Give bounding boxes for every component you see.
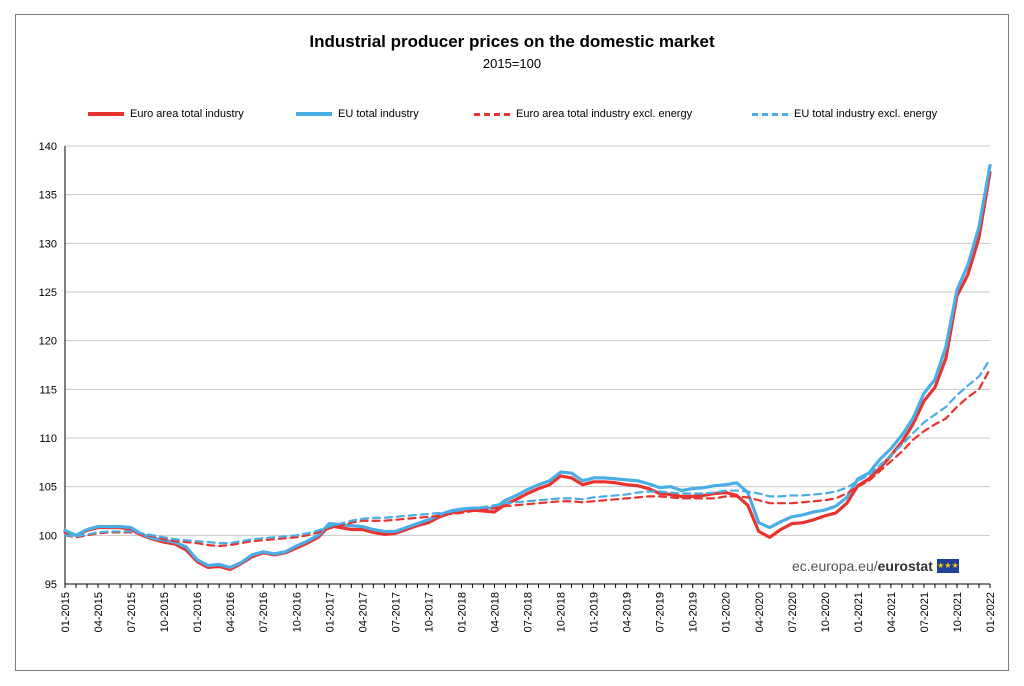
x-tick-label: 01-2022: [985, 592, 997, 632]
x-tick-label: 04-2017: [357, 592, 369, 632]
legend-label: Euro area total industry: [130, 108, 244, 120]
chart-title: Industrial producer prices on the domest…: [309, 32, 715, 51]
y-tick-label: 120: [39, 336, 57, 348]
watermark-prefix: ec.europa.eu/: [792, 558, 878, 574]
x-tick-label: 10-2019: [688, 592, 700, 632]
x-axis: 01-2015 04-2015 07-2015 10-2015 01-2016 04-20…: [60, 583, 997, 632]
x-tick-label: 01-2018: [456, 592, 468, 632]
y-tick-label: 110: [39, 433, 57, 445]
x-tick-label: 04-2016: [225, 592, 237, 632]
chart-subtitle: 2015=100: [482, 56, 542, 71]
x-tick-label: 07-2019: [655, 592, 667, 632]
x-tick-label: 01-2021: [853, 592, 865, 632]
x-tick-label: 07-2018: [523, 592, 535, 632]
series-line-4: [63, 358, 992, 545]
y-tick-label: 115: [39, 384, 57, 396]
legend-swatch: [88, 112, 124, 116]
x-tick-label: 01-2015: [60, 592, 72, 632]
x-tick-label: 07-2017: [390, 592, 402, 632]
eu-flag-icon: ★★★: [936, 559, 959, 573]
x-tick-label: 10-2015: [159, 592, 171, 632]
legend-item-eu-total: EU total industry: [296, 108, 419, 120]
x-tick-label: 04-2018: [489, 592, 501, 632]
legend-swatch: [296, 112, 332, 116]
y-tick-label: 105: [39, 482, 57, 494]
grid-lines: [65, 145, 990, 585]
legend-label: EU total industry excl. energy: [794, 108, 938, 120]
legend-swatch: [474, 112, 510, 116]
legend-item-euro-area-total: Euro area total industry: [88, 108, 244, 120]
eurostat-watermark: ec.europa.eu/eurostat ★★★: [792, 558, 959, 574]
series-line-1: [63, 170, 992, 572]
x-tick-label: 10-2018: [556, 592, 568, 632]
series-line-3: [63, 367, 992, 548]
x-tick-label: 01-2020: [721, 592, 733, 632]
chart-frame: [15, 14, 1009, 671]
x-tick-label: 01-2017: [324, 592, 336, 632]
y-tick-label: 130: [39, 238, 57, 250]
legend-item-euro-area-excl-energy: Euro area total industry excl. energy: [474, 108, 692, 120]
series-lines: [63, 163, 992, 572]
x-tick-label: 07-2016: [258, 592, 270, 632]
watermark-brand: eurostat: [877, 558, 933, 574]
x-tick-label: 07-2020: [787, 592, 799, 632]
y-tick-label: 100: [39, 530, 57, 542]
x-tick-label: 10-2016: [291, 592, 303, 632]
legend-label: EU total industry: [338, 108, 419, 120]
chart-legend: Euro area total industry EU total indust…: [0, 100, 1024, 130]
x-tick-label: 04-2019: [622, 592, 634, 632]
y-tick-label: 125: [39, 287, 57, 299]
series-line-2: [63, 163, 992, 570]
x-tick-label: 04-2015: [93, 592, 105, 632]
x-tick-label: 10-2020: [820, 592, 832, 632]
y-tick-label: 95: [45, 579, 57, 591]
legend-swatch: [752, 112, 788, 116]
x-tick-label: 10-2017: [423, 592, 435, 632]
y-tick-label: 135: [39, 190, 57, 202]
y-axis: 95 100 105 110 115 120 125 130 135 140: [39, 141, 66, 591]
x-tick-label: 01-2016: [192, 592, 204, 632]
legend-item-eu-excl-energy: EU total industry excl. energy: [752, 108, 937, 120]
y-tick-label: 140: [39, 141, 57, 153]
x-tick-label: 07-2015: [126, 592, 138, 632]
x-tick-label: 10-2021: [952, 592, 964, 632]
x-tick-label: 04-2020: [754, 592, 766, 632]
x-tick-label: 04-2021: [886, 592, 898, 632]
x-tick-label: 07-2021: [919, 592, 931, 632]
legend-label: Euro area total industry excl. energy: [516, 108, 693, 120]
x-tick-label: 01-2019: [589, 592, 601, 632]
